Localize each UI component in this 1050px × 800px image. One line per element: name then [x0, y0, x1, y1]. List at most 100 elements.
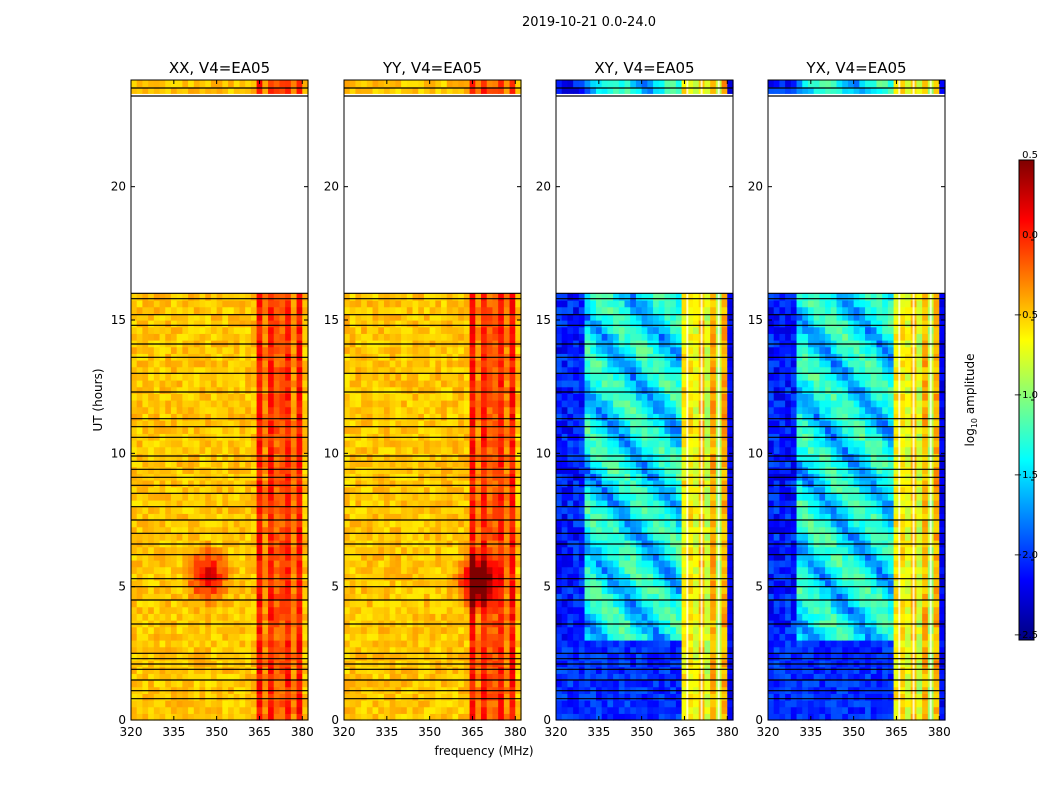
heatmap-cell [170, 400, 178, 408]
heatmap-cell [250, 566, 258, 574]
heatmap-cell [262, 366, 269, 374]
heatmap-cell [131, 326, 138, 334]
heatmap-cell [159, 573, 166, 581]
heatmap-cell [302, 313, 309, 321]
heatmap-cell [618, 700, 626, 708]
heatmap-cell [601, 426, 608, 434]
heatmap-cell [153, 413, 161, 421]
heatmap-cell [578, 546, 586, 554]
heatmap-cell [355, 573, 362, 581]
heatmap-cell [406, 326, 414, 334]
heatmap-cell [245, 393, 252, 401]
heatmap-cell [199, 413, 206, 421]
heatmap-cell [296, 300, 303, 308]
heatmap-cell [423, 373, 431, 381]
heatmap-cell [349, 626, 357, 634]
heatmap-cell [595, 566, 603, 574]
heatmap-cell [515, 580, 522, 588]
heatmap-cell [429, 533, 436, 541]
heatmap-cell [469, 460, 476, 468]
heatmap-cell [153, 360, 161, 368]
heatmap-cell [573, 346, 580, 354]
heatmap-cell [590, 320, 597, 328]
heatmap-cell [239, 500, 246, 508]
heatmap-cell [273, 666, 281, 674]
heatmap-cell [573, 500, 580, 508]
heatmap-cell [131, 700, 138, 708]
heatmap-cell [268, 506, 275, 514]
heatmap-cell [458, 673, 465, 681]
heatmap-cell [556, 553, 563, 561]
heatmap-cell [228, 493, 235, 501]
heatmap-cell [361, 580, 368, 588]
heatmap-cell [366, 420, 374, 428]
heatmap-cell [481, 460, 488, 468]
heatmap-cell [515, 533, 522, 541]
heatmap-cell [601, 400, 608, 408]
heatmap-cell [349, 573, 357, 581]
heatmap-cell [492, 606, 499, 614]
heatmap-cell [355, 653, 362, 661]
heatmap-cell [607, 626, 614, 634]
heatmap-cell [389, 633, 396, 641]
heatmap-cell [481, 613, 488, 621]
heatmap-cell [361, 373, 368, 381]
heatmap-cell [170, 533, 178, 541]
heatmap-cell [383, 386, 391, 394]
heatmap-cell [170, 306, 178, 314]
heatmap-cell [239, 413, 246, 421]
heatmap-cell [492, 646, 499, 654]
heatmap-cell [429, 426, 436, 434]
heatmap-cell [452, 493, 459, 501]
heatmap-cell [458, 380, 465, 388]
heatmap-cell [182, 573, 189, 581]
heatmap-cell [463, 80, 471, 88]
heatmap-cell [250, 320, 258, 328]
heatmap-cell [595, 493, 603, 501]
heatmap-cell [418, 673, 425, 681]
heatmap-cell [256, 626, 263, 634]
heatmap-cell [279, 453, 286, 461]
heatmap-cell [481, 400, 488, 408]
heatmap-cell [561, 506, 569, 514]
heatmap-cell [567, 420, 574, 428]
heatmap-cell [170, 293, 178, 301]
heatmap-cell [302, 446, 309, 454]
heatmap-cell [429, 386, 436, 394]
heatmap-cell [590, 586, 597, 594]
heatmap-cell [256, 426, 263, 434]
heatmap-cell [250, 480, 258, 488]
heatmap-cell [395, 460, 402, 468]
heatmap-cell [279, 86, 286, 94]
heatmap-cell [239, 406, 246, 414]
heatmap-cell [148, 346, 155, 354]
heatmap-cell [418, 500, 425, 508]
heatmap-cell [561, 640, 569, 648]
heatmap-cell [613, 480, 620, 488]
heatmap-cell [148, 693, 155, 701]
heatmap-cell [452, 466, 459, 474]
heatmap-cell [233, 560, 241, 568]
heatmap-cell [509, 380, 516, 388]
heatmap-cell [268, 426, 275, 434]
heatmap-cell [573, 300, 580, 308]
heatmap-cell [205, 406, 212, 414]
heatmap-cell [165, 86, 172, 94]
heatmap-cell [182, 366, 189, 374]
heatmap-cell [389, 293, 396, 301]
heatmap-cell [290, 373, 298, 381]
heatmap-cell [228, 413, 235, 421]
heatmap-cell [233, 646, 241, 654]
heatmap-cell [205, 506, 212, 514]
heatmap-cell [458, 553, 465, 561]
heatmap-cell [383, 313, 391, 321]
heatmap-cell [349, 666, 357, 674]
heatmap-cell [188, 480, 195, 488]
heatmap-cell [285, 560, 292, 568]
heatmap-cell [250, 700, 258, 708]
heatmap-cell [458, 493, 465, 501]
heatmap-cell [607, 446, 614, 454]
heatmap-cell [561, 573, 569, 581]
heatmap-cell [418, 380, 425, 388]
heatmap-cell [210, 700, 218, 708]
